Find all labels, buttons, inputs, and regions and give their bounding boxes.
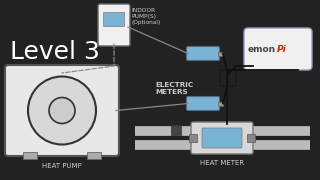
Circle shape	[49, 98, 75, 123]
Text: HEAT PUMP: HEAT PUMP	[42, 163, 82, 169]
Text: INDOOR
PUMP(S)
(Optional): INDOOR PUMP(S) (Optional)	[131, 8, 160, 25]
Text: HEAT METER: HEAT METER	[200, 160, 244, 166]
FancyBboxPatch shape	[191, 122, 253, 154]
Bar	[218, 102, 223, 105]
FancyBboxPatch shape	[98, 4, 130, 46]
Text: emon: emon	[248, 46, 276, 55]
Bar	[23, 152, 37, 159]
FancyBboxPatch shape	[220, 70, 236, 86]
Bar	[247, 134, 255, 142]
Bar	[87, 152, 101, 159]
Circle shape	[28, 76, 96, 145]
Bar	[189, 134, 197, 142]
Text: ELECTRIC
METERS: ELECTRIC METERS	[155, 82, 193, 96]
Text: Level 3: Level 3	[10, 40, 100, 64]
Bar	[171, 125, 181, 135]
FancyBboxPatch shape	[202, 128, 242, 148]
FancyBboxPatch shape	[5, 65, 119, 156]
FancyBboxPatch shape	[187, 96, 220, 111]
Text: Pi: Pi	[277, 46, 287, 55]
FancyBboxPatch shape	[244, 28, 312, 70]
FancyBboxPatch shape	[187, 46, 220, 60]
Bar	[218, 51, 223, 55]
FancyBboxPatch shape	[103, 12, 124, 26]
